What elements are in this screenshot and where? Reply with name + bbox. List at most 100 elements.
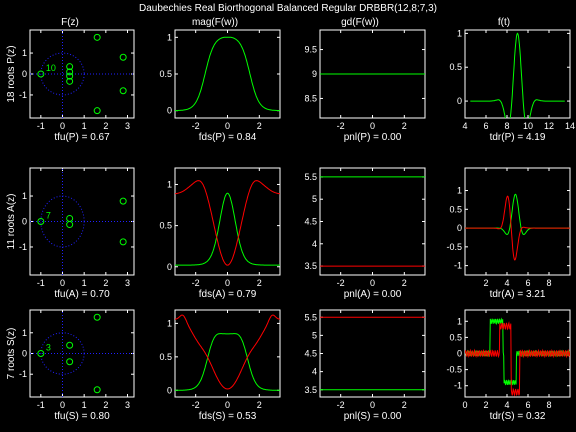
x-tick-label: 2 [402, 400, 407, 410]
x-axis-label: pnl(A) = 0.00 [344, 289, 402, 300]
multiplicity-label: 7 [46, 211, 51, 221]
plot-area [470, 32, 565, 118]
x-tick-label: 0 [225, 121, 230, 131]
col-title-2: mag(F(w)) [192, 17, 238, 28]
x-tick-label: 8 [546, 278, 551, 288]
x-tick-label: 4 [504, 400, 509, 410]
y-tick-label: 4 [312, 239, 317, 249]
panel-ft-A: 2 4 6 8 -1 -0.5 0 0.5 1 tdr(A) = 3.21 [446, 167, 571, 300]
y-axis-label: 11 roots A(z) [6, 194, 17, 250]
axes-box [174, 167, 281, 276]
y-tick-label: 0.5 [449, 204, 462, 214]
y-tick-label: -0.5 [446, 242, 462, 252]
x-tick-label: 3 [125, 278, 130, 288]
x-tick-label: 2 [402, 121, 407, 131]
x-tick-label: 3 [125, 121, 130, 131]
x-tick-label: 1 [82, 121, 87, 131]
y-tick-label: 4.5 [304, 349, 317, 359]
y-tick-label: 0.5 [159, 69, 172, 79]
y-tick-label: -1 [19, 90, 27, 100]
x-tick-label: 2 [402, 278, 407, 288]
y-tick-label: 0.5 [449, 332, 462, 342]
y-tick-label: 1 [167, 32, 172, 42]
x-axis-label: fds(A) = 0.79 [199, 289, 257, 300]
axes-box [319, 167, 426, 276]
x-tick-label: 0 [225, 400, 230, 410]
series-line [175, 314, 280, 390]
y-tick-label: 1 [22, 191, 27, 201]
x-tick-label: 3 [125, 400, 130, 410]
y-tick-label: 0 [167, 106, 172, 116]
col-title-4: f(t) [498, 17, 510, 28]
panel-mag-S: -2 0 2 0 0.5 1 fds(S) = 0.53 [159, 309, 281, 422]
x-tick-label: 6 [525, 278, 530, 288]
y-tick-label: 1 [457, 28, 462, 38]
y-tick-label: 1 [167, 179, 172, 189]
x-tick-label: 10 [523, 121, 533, 131]
root-marker [93, 107, 101, 115]
panel-gd-P: -2 0 2 8.5 9 9.5 pnl(P) = 0.00 [304, 29, 426, 143]
x-axis-label: fds(P) = 0.84 [199, 132, 257, 143]
x-axis-label: tdr(P) = 4.19 [490, 132, 546, 143]
x-tick-label: 2 [103, 278, 108, 288]
panel-ft-P: 4 6 8 10 12 14 0 0.5 1 tdr(P) = 4.19 [449, 28, 575, 143]
plot-area [465, 193, 570, 261]
plot-area: 3 [30, 310, 134, 397]
y-tick-label: 5.5 [304, 172, 317, 182]
x-tick-label: 2 [257, 121, 262, 131]
root-marker [66, 358, 74, 366]
y-tick-label: 5 [312, 194, 317, 204]
axes-box [319, 309, 426, 398]
x-tick-label: 2 [103, 121, 108, 131]
col-title-3: gd(F(w)) [341, 17, 379, 28]
root-marker [119, 87, 127, 95]
plot-area [320, 176, 425, 267]
plot-area: 7 [30, 168, 134, 275]
y-tick-label: 3.5 [304, 385, 317, 395]
x-tick-label: 0 [60, 278, 65, 288]
panel-mag-P: -2 0 2 0 0.5 1 fds(P) = 0.84 [159, 29, 281, 143]
x-tick-label: 2 [483, 278, 488, 288]
y-tick-label: 0 [457, 349, 462, 359]
x-tick-label: -2 [337, 400, 345, 410]
root-marker [119, 53, 127, 61]
root-marker [66, 63, 74, 71]
x-tick-label: -1 [37, 278, 45, 288]
x-axis-label: tdr(S) = 0.32 [490, 411, 546, 422]
root-marker [66, 72, 74, 80]
unit-circle [40, 195, 85, 248]
series-line [175, 36, 280, 112]
plot-area: 10 [30, 30, 134, 118]
x-tick-label: -2 [192, 278, 200, 288]
x-tick-label: -1 [37, 121, 45, 131]
x-tick-label: 2 [483, 400, 488, 410]
y-tick-label: -1 [19, 369, 27, 379]
x-tick-label: -1 [37, 400, 45, 410]
y-tick-label: 0 [167, 385, 172, 395]
y-tick-label: -0.5 [446, 365, 462, 375]
x-axis-label: pnl(P) = 0.00 [344, 132, 402, 143]
panel-mag-A: -2 0 2 0 0.5 1 fds(A) = 0.79 [159, 167, 281, 300]
y-tick-label: 9.5 [304, 45, 317, 55]
root-marker [66, 341, 74, 349]
y-tick-label: -1 [19, 242, 27, 252]
x-axis-label: pnl(S) = 0.00 [344, 411, 402, 422]
x-tick-label: -2 [192, 400, 200, 410]
y-tick-label: 5 [312, 330, 317, 340]
y-tick-label: 9 [312, 69, 317, 79]
plot-area [175, 36, 280, 112]
root-marker [119, 197, 127, 205]
x-axis-label: fds(S) = 0.53 [199, 411, 257, 422]
root-marker [93, 33, 101, 41]
plot-area [175, 180, 280, 266]
x-tick-label: 6 [525, 400, 530, 410]
y-tick-label: 4.5 [304, 217, 317, 227]
root-marker [119, 238, 127, 246]
unit-circle [40, 52, 85, 96]
x-tick-label: 8 [504, 121, 509, 131]
x-tick-label: 4 [462, 121, 467, 131]
y-tick-label: 0.5 [449, 62, 462, 72]
plot-area [465, 317, 570, 397]
x-tick-label: 0 [462, 400, 467, 410]
y-tick-label: -1 [454, 381, 462, 391]
